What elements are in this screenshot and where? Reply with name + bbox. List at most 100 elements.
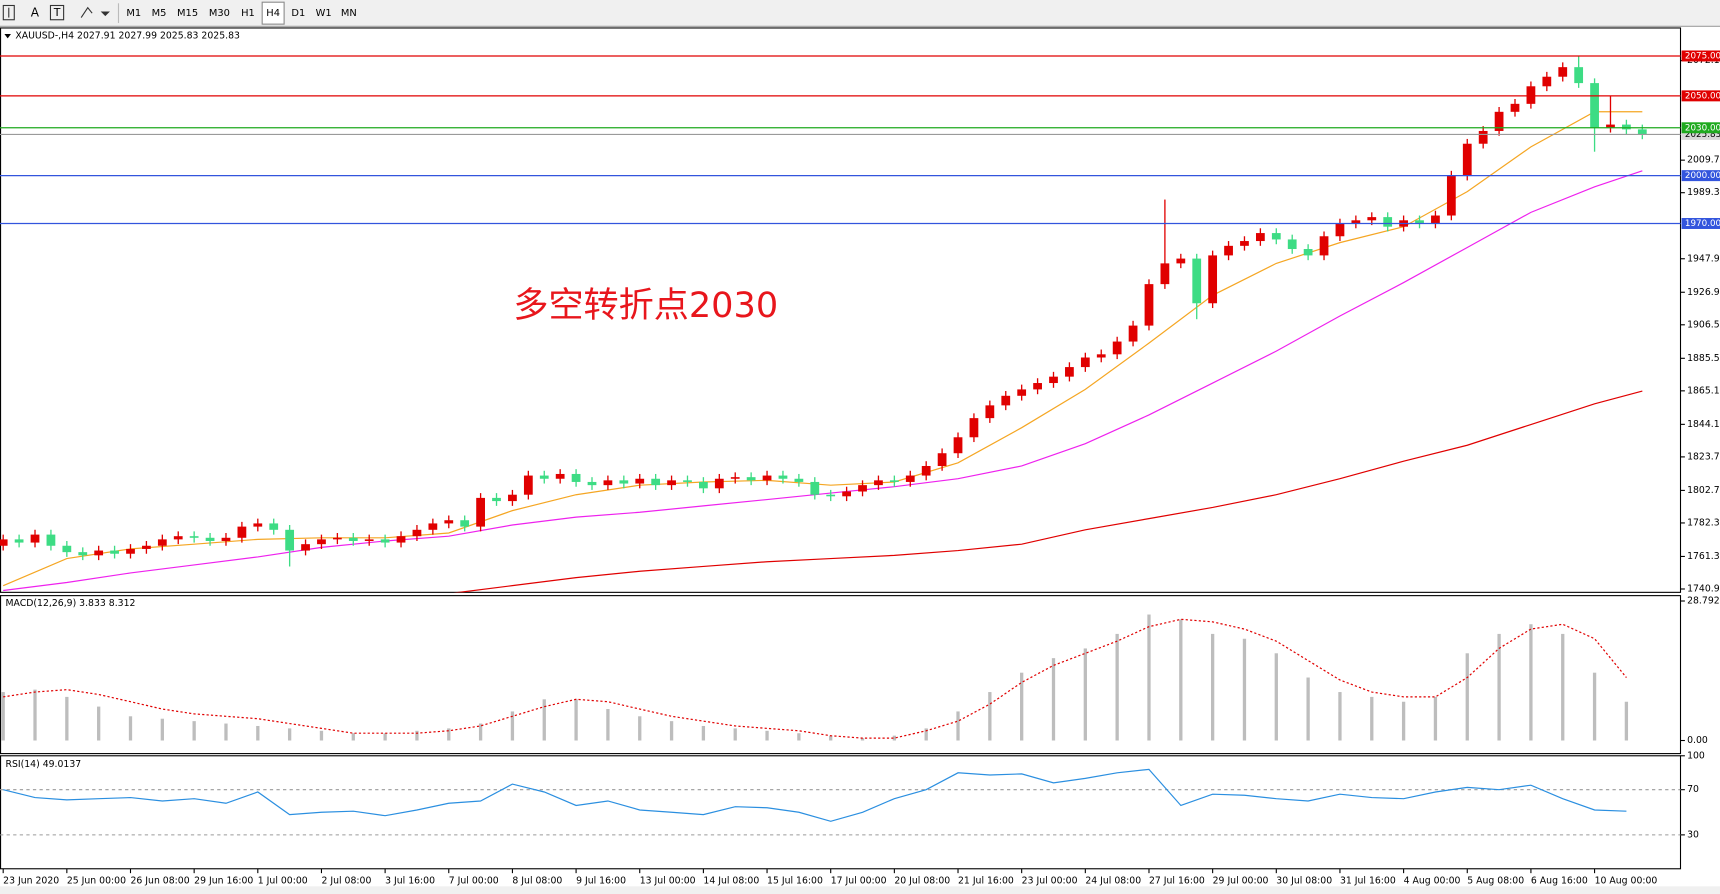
macd-bar [892,735,897,741]
y-tick-label: 1885.50 [1687,353,1720,364]
candle-body [253,523,263,527]
y-tick-label: 1761.30 [1687,551,1720,562]
candle-body [1240,241,1249,246]
macd-bar [1179,619,1183,741]
candle-body [1255,233,1265,242]
candle-body [1637,129,1647,135]
y-tick-label: 30 [1687,829,1699,840]
candle-body [237,526,247,538]
x-tick-label: 20 Jul 08:00 [894,875,950,886]
x-tick-label: 6 Aug 16:00 [1531,875,1588,886]
macd-bar [256,725,260,741]
x-tick-label: 30 Jul 08:00 [1276,875,1332,886]
x-tick-label: 9 Jul 16:00 [576,875,626,886]
x-tick-label: 23 Jun 2020 [3,875,59,886]
dropdown-arrow[interactable] [100,11,110,17]
text-tool-icon[interactable]: A [31,6,40,20]
timeframe-button[interactable]: H4 [266,8,280,19]
shapes-tool-icon[interactable] [80,6,93,18]
macd-bar [192,721,196,741]
candle-body [905,475,915,482]
y-tick-label: 0.00 [1687,735,1708,746]
x-tick-label: 7 Jul 00:00 [449,875,499,886]
plot-candlestick [0,55,1647,593]
candle-body [317,539,326,545]
label-tool-icon[interactable]: T [53,6,61,19]
x-tick-label: 2 Jul 08:00 [321,875,371,886]
candle-body [348,537,358,541]
x-tick-label: 25 Jun 00:00 [67,875,126,886]
macd-bar [351,733,355,741]
timeframe-button[interactable]: MN [341,8,357,19]
macd-bar [574,699,578,741]
candle-body [1542,76,1552,87]
candle-body [1606,124,1615,128]
candle-body [1590,83,1599,128]
candle-body [730,477,740,479]
candle-body [1446,175,1456,216]
rsi-panel-frame [0,755,1682,870]
candle-body [444,520,454,524]
timeframe-button[interactable]: M5 [152,8,167,19]
macd-bar [1370,696,1374,741]
y-tick-label: 1926.90 [1687,287,1720,298]
x-tick-label: 24 Jul 08:00 [1085,875,1141,886]
rsi-line [3,768,1627,822]
timeframe-button[interactable]: W1 [316,8,332,19]
macd-bar [33,689,37,741]
y-tick-label: 1906.50 [1687,319,1720,330]
macd-bar [765,730,769,741]
level-label-box [1681,122,1720,134]
x-tick-label: 14 Jul 08:00 [703,875,759,886]
candle-body [142,545,151,549]
macd-bar [478,723,483,741]
candle-body [762,475,772,481]
macd-bar [1242,638,1247,741]
candle-body [874,480,883,486]
timeframe-button[interactable]: M1 [126,8,141,19]
candle-body [46,534,56,546]
level-label: 2050.00 [1685,91,1720,101]
x-tick-label: 26 Jun 08:00 [130,875,189,886]
candle-body [110,550,119,554]
candle-body [985,405,995,419]
plot-line [0,768,1681,836]
timeframe-button[interactable]: D1 [291,8,305,19]
macd-panel-frame [0,595,1682,755]
candle-body [1049,376,1058,384]
macd-bar [1338,692,1342,741]
candle-body [157,539,167,546]
candle-body [1144,284,1154,326]
macd-bar [1020,672,1024,741]
macd-bar [1147,614,1151,741]
candle-body [30,534,40,543]
timeframe-button[interactable]: M30 [209,8,230,19]
x-tick-label: 1 Jul 00:00 [258,875,308,886]
timeframe-button[interactable]: M15 [177,8,198,19]
chart-menu-arrow[interactable] [4,34,11,39]
label-tool-frame[interactable] [49,4,65,21]
y-tick-label: 1844.10 [1687,419,1720,430]
candle-body [571,473,581,482]
candle-body [889,480,899,482]
x-tick-label: 13 Jul 00:00 [640,875,696,886]
cursor-icon[interactable] [2,4,15,21]
macd-bar [542,699,546,741]
y-tick-label: 2009.70 [1687,155,1720,166]
macd-bar [797,733,801,741]
candle-body [1112,341,1122,355]
x-tick-label: 17 Jul 00:00 [831,875,887,886]
timeframe-button[interactable]: H1 [241,8,255,19]
macd-bar [701,725,706,741]
level-label: 1970.00 [1685,219,1720,229]
candle-body [62,545,72,553]
y-tick-label: 1865.10 [1687,385,1720,396]
candle-body [937,453,947,466]
macd-bar [1624,701,1629,741]
macd-bar [956,711,960,741]
annotation: 多空转折点2030 [513,285,778,326]
candle-body [1033,383,1042,390]
candle-body [492,497,501,502]
candle-body [1208,255,1218,304]
